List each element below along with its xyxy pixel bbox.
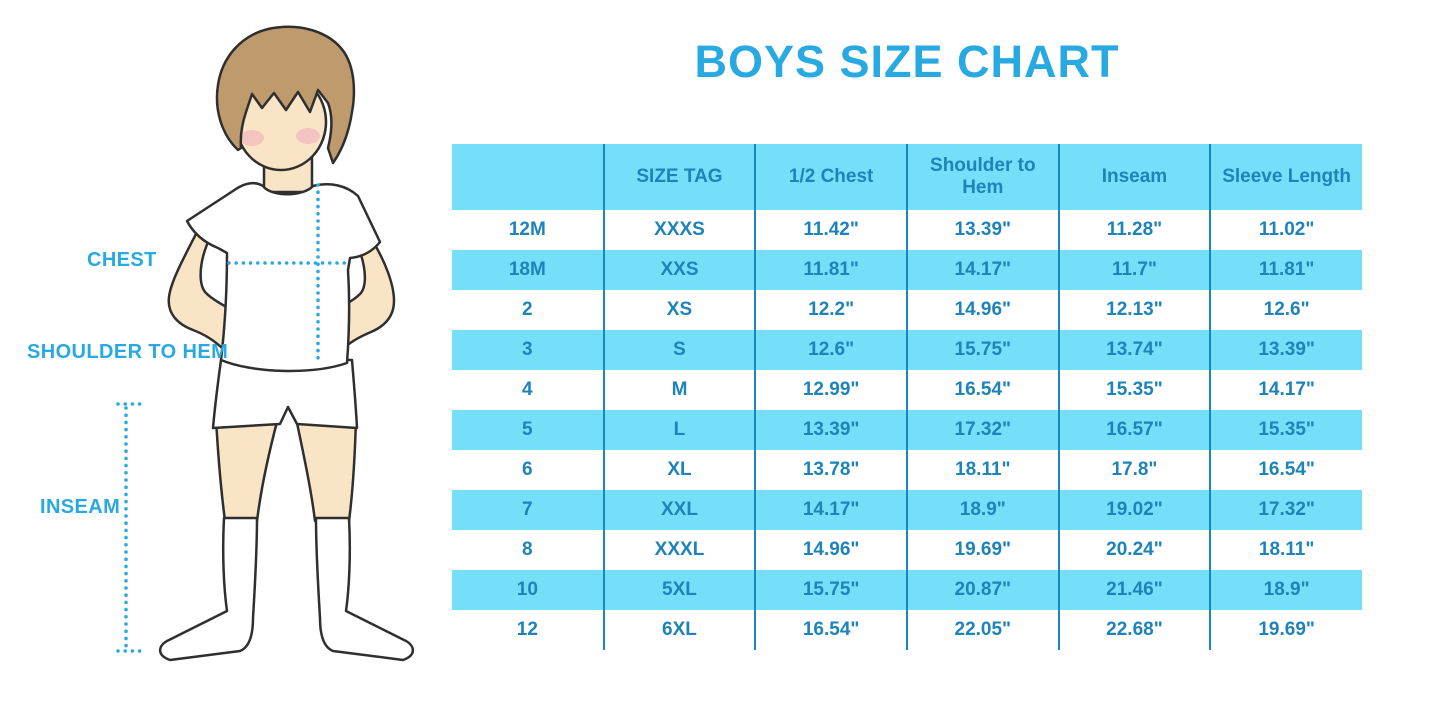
boy-figure-illustration xyxy=(116,25,415,662)
measure-cell: 21.46" xyxy=(1057,570,1211,610)
measure-cell: XXS xyxy=(602,250,756,290)
measure-cell: XS xyxy=(602,290,756,330)
table-header: SIZE TAG 1/2 Chest Shoulder to Hem Inseam Sl… xyxy=(452,144,1362,210)
measure-cell: 6XL xyxy=(602,610,756,650)
inseam-dotted-line xyxy=(116,402,144,653)
measure-cell: M xyxy=(602,370,756,410)
header-row: SIZE TAG 1/2 Chest Shoulder to Hem Inseam Sl… xyxy=(452,144,1362,210)
table-row: 8 XXXL 14.96" 19.69" 20.24" 18.11" xyxy=(452,530,1362,570)
measure-cell: 13.39" xyxy=(754,410,907,450)
size-cell: 8 xyxy=(522,539,533,561)
measure-cell: L xyxy=(602,410,756,450)
measure-cell: 12.99" xyxy=(754,370,907,410)
measure-cell: 11.42" xyxy=(754,210,907,250)
measure-cell: 14.96" xyxy=(905,290,1059,330)
legs xyxy=(214,416,358,523)
column-header: 1/2 Chest xyxy=(754,144,907,210)
measure-cell: 18.11" xyxy=(905,450,1059,490)
size-cell: 2 xyxy=(522,299,533,321)
measure-cell: 19.69" xyxy=(1209,610,1362,650)
corner-cell xyxy=(452,144,604,210)
measure-cell: XL xyxy=(602,450,756,490)
table-row: 18M XXS 11.81" 14.17" 11.7" 11.81" xyxy=(452,250,1362,290)
measure-cell: 17.32" xyxy=(1209,490,1362,530)
size-cell: 12 xyxy=(516,619,538,641)
measure-cell: 19.02" xyxy=(1057,490,1211,530)
measure-cell: 12.13" xyxy=(1057,290,1211,330)
measure-cell: 11.28" xyxy=(1057,210,1211,250)
measure-cell: 5XL xyxy=(602,570,756,610)
measure-cell: 16.54" xyxy=(754,610,907,650)
column-header: SIZE TAG xyxy=(602,144,756,210)
measure-cell: 14.17" xyxy=(754,490,907,530)
measure-cell: 17.8" xyxy=(1057,450,1211,490)
measure-cell: 11.81" xyxy=(1209,250,1362,290)
measure-cell: S xyxy=(602,330,756,370)
table-row: 2 XS 12.2" 14.96" 12.13" 12.6" xyxy=(452,290,1362,330)
measure-cell: 12.2" xyxy=(754,290,907,330)
table-row: 12M XXXS 11.42" 13.39" 11.28" 11.02" xyxy=(452,210,1362,250)
tshirt xyxy=(185,181,382,373)
measure-cell: XXXS xyxy=(602,210,756,250)
size-cell: 4 xyxy=(522,379,533,401)
measure-cell: 13.39" xyxy=(905,210,1059,250)
measure-cell: 15.75" xyxy=(905,330,1059,370)
size-cell: 5 xyxy=(522,419,533,441)
hair xyxy=(215,25,356,165)
measure-cell: 22.68" xyxy=(1057,610,1211,650)
table-row: 10 5XL 15.75" 20.87" 21.46" 18.9" xyxy=(452,570,1362,610)
table-row: 4 M 12.99" 16.54" 15.35" 14.17" xyxy=(452,370,1362,410)
size-cell: 7 xyxy=(522,499,533,521)
table-row: 7 XXL 14.17" 18.9" 19.02" 17.32" xyxy=(452,490,1362,530)
column-header: Shoulder to Hem xyxy=(905,144,1059,210)
measure-cell: 12.6" xyxy=(754,330,907,370)
measure-cell: 13.74" xyxy=(1057,330,1211,370)
measure-cell: 19.69" xyxy=(905,530,1059,570)
measure-cell: 20.87" xyxy=(905,570,1059,610)
measure-cell: 17.32" xyxy=(905,410,1059,450)
measure-cell: 16.57" xyxy=(1057,410,1211,450)
measure-cell: 15.75" xyxy=(754,570,907,610)
size-cell: 18M xyxy=(508,259,546,281)
measure-cell: 14.17" xyxy=(905,250,1059,290)
measure-cell: 22.05" xyxy=(905,610,1059,650)
measure-cell: 14.17" xyxy=(1209,370,1362,410)
shorts xyxy=(211,358,359,430)
measure-cell: 16.54" xyxy=(905,370,1059,410)
measure-cell: 18.11" xyxy=(1209,530,1362,570)
measure-cell: 11.02" xyxy=(1209,210,1362,250)
measure-cell: 18.9" xyxy=(905,490,1059,530)
column-header: Inseam xyxy=(1057,144,1211,210)
measure-cell: 18.9" xyxy=(1209,570,1362,610)
table-row: 5 L 13.39" 17.32" 16.57" 15.35" xyxy=(452,410,1362,450)
socks xyxy=(158,516,415,662)
size-cell: 12M xyxy=(508,219,546,241)
table-row: 3 S 12.6" 15.75" 13.74" 13.39" xyxy=(452,330,1362,370)
measure-cell: 13.39" xyxy=(1209,330,1362,370)
measure-cell: 14.96" xyxy=(754,530,907,570)
chest-label: CHEST xyxy=(87,249,157,271)
table-row: 12 6XL 16.54" 22.05" 22.68" 19.69" xyxy=(452,610,1362,650)
size-cell: 10 xyxy=(516,579,538,601)
table-body: 12M XXXS 11.42" 13.39" 11.28" 11.02" 18M XXS 11.… xyxy=(452,210,1362,650)
measure-cell: 11.7" xyxy=(1057,250,1211,290)
measure-cell: 15.35" xyxy=(1209,410,1362,450)
shoulder-to-hem-label: SHOULDER TO HEM xyxy=(27,341,229,363)
measure-cell: XXL xyxy=(602,490,756,530)
column-header: Sleeve Length xyxy=(1209,144,1362,210)
measure-cell: 12.6" xyxy=(1209,290,1362,330)
size-table: SIZE TAG 1/2 Chest Shoulder to Hem Inseam Sl… xyxy=(452,144,1362,650)
page-title: BOYS SIZE CHART xyxy=(694,36,1120,87)
measure-cell: XXXL xyxy=(602,530,756,570)
measure-cell: 11.81" xyxy=(754,250,907,290)
size-cell: 3 xyxy=(522,339,533,361)
inseam-label: INSEAM xyxy=(40,496,121,518)
size-cell: 6 xyxy=(522,459,533,481)
measure-cell: 15.35" xyxy=(1057,370,1211,410)
measure-cell: 20.24" xyxy=(1057,530,1211,570)
table-row: 6 XL 13.78" 18.11" 17.8" 16.54" xyxy=(452,450,1362,490)
measure-cell: 13.78" xyxy=(754,450,907,490)
measure-cell: 16.54" xyxy=(1209,450,1362,490)
